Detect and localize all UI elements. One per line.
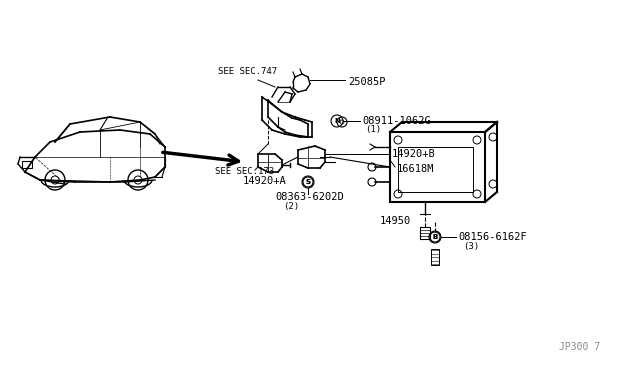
Text: B: B [433, 234, 438, 240]
Text: 08911-1062G: 08911-1062G [362, 116, 431, 126]
Text: 08156-6162F: 08156-6162F [458, 232, 527, 242]
Text: 25085P: 25085P [348, 77, 385, 87]
Text: 14920+A: 14920+A [243, 176, 287, 186]
Bar [22, 161, 32, 168]
Text: JP300 7: JP300 7 [559, 342, 600, 352]
Bar [398, 147, 473, 192]
Text: (3): (3) [463, 241, 479, 250]
Text: N: N [334, 118, 340, 124]
Bar [390, 132, 485, 202]
Text: 14920+B: 14920+B [392, 149, 436, 159]
Text: B: B [433, 234, 438, 240]
Bar [420, 227, 430, 239]
Text: (1): (1) [365, 125, 381, 134]
Text: 08363-6202D: 08363-6202D [275, 192, 344, 202]
Text: S: S [305, 179, 310, 185]
Text: (2): (2) [283, 202, 299, 211]
Text: S: S [305, 179, 310, 185]
Text: SEE SEC.747: SEE SEC.747 [218, 67, 277, 76]
Text: 14950: 14950 [380, 216, 411, 226]
Text: SEE SEC.173: SEE SEC.173 [215, 167, 274, 176]
Bar [431, 249, 439, 265]
Text: 16618M: 16618M [397, 164, 435, 174]
